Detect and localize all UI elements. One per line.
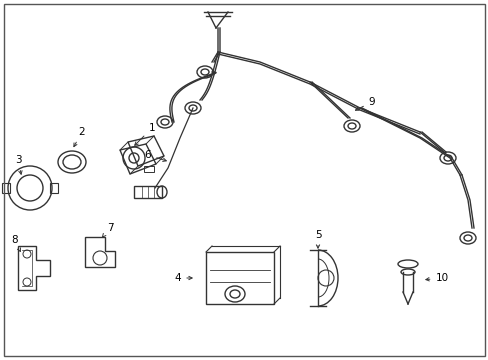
- Text: 5: 5: [314, 230, 321, 248]
- Text: 4: 4: [174, 273, 192, 283]
- Text: 8: 8: [12, 235, 20, 252]
- Bar: [205, 252, 273, 304]
- Text: 1: 1: [135, 123, 155, 145]
- Text: 6: 6: [144, 150, 166, 161]
- Bar: [50, 183, 58, 193]
- Text: 3: 3: [15, 155, 22, 174]
- Text: 7: 7: [102, 223, 113, 238]
- Bar: [143, 166, 154, 172]
- Text: 2: 2: [74, 127, 85, 147]
- Bar: [2, 183, 10, 193]
- Text: 9: 9: [355, 97, 375, 110]
- Bar: [134, 186, 162, 198]
- Text: 10: 10: [425, 273, 447, 283]
